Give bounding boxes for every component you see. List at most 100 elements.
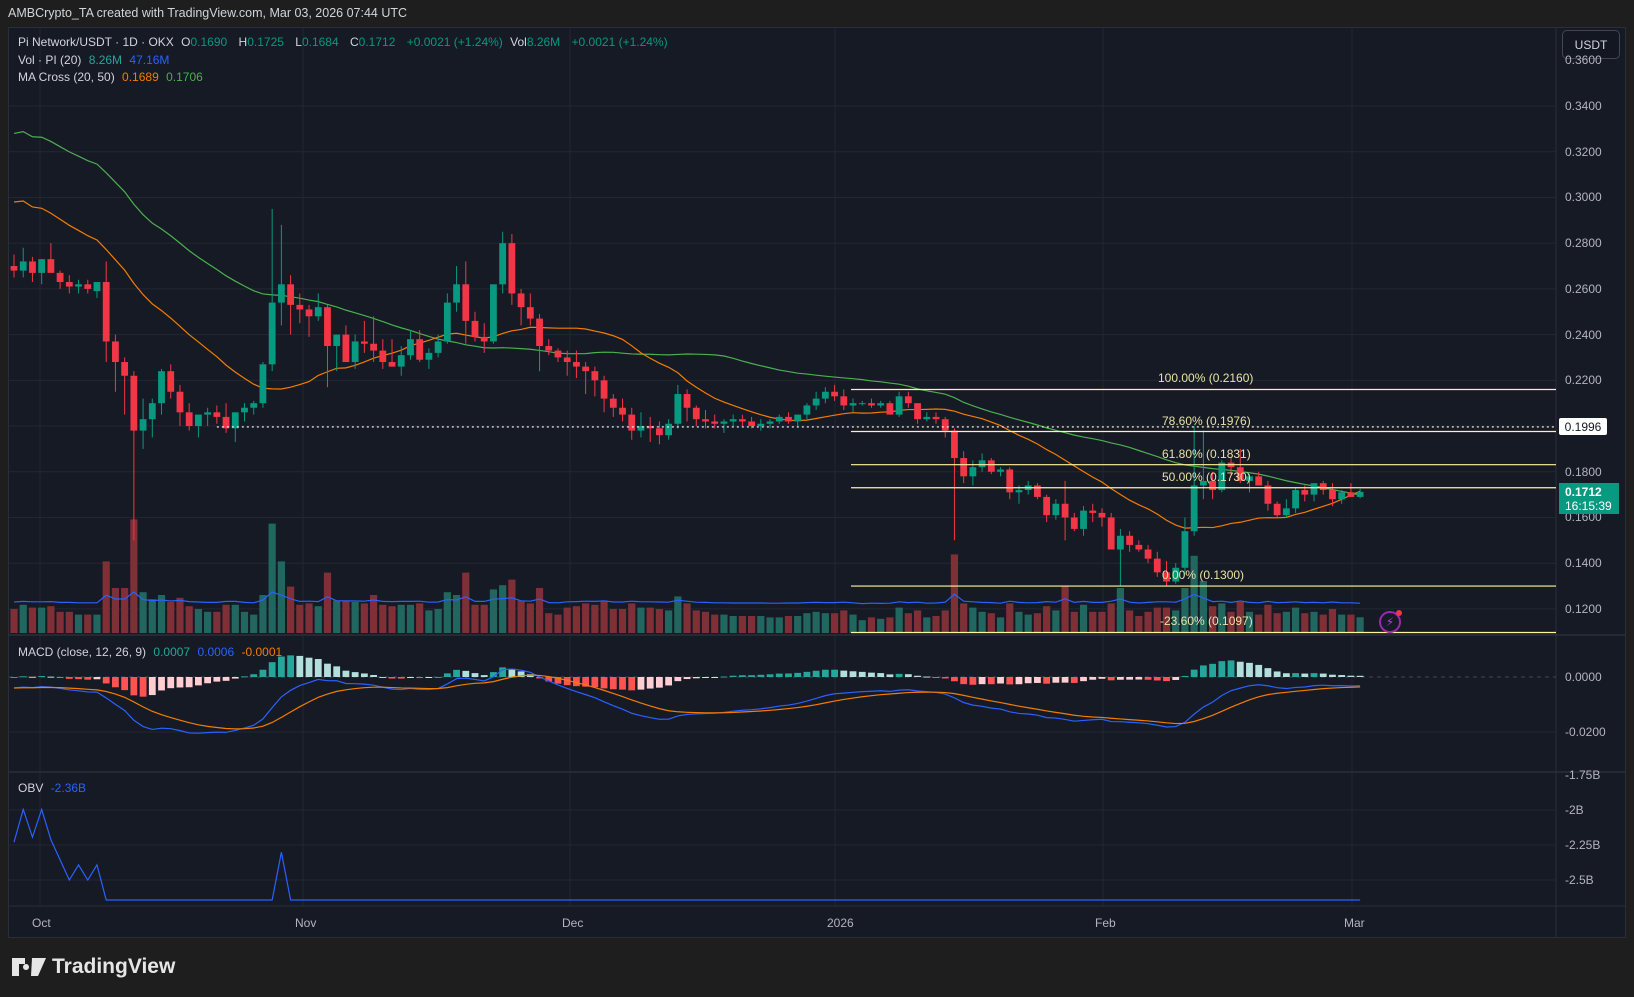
macd-histogram-bar xyxy=(1190,669,1198,677)
candle-body xyxy=(757,423,765,427)
candle-body xyxy=(978,460,986,468)
macd-histogram-bar xyxy=(803,671,811,677)
price-axis-label: 0.2600 xyxy=(1565,281,1602,296)
volume-bar xyxy=(1006,603,1014,633)
candle-body xyxy=(582,366,590,372)
candle-body xyxy=(490,284,497,342)
macd-histogram-bar xyxy=(914,675,921,677)
candle-body xyxy=(1107,517,1115,550)
volume-bar xyxy=(701,611,710,633)
volume-bar xyxy=(74,614,83,633)
volume-bar xyxy=(618,609,627,633)
volume-bar xyxy=(1162,607,1171,633)
macd-histogram-bar xyxy=(1209,663,1216,677)
candle-body xyxy=(794,414,802,422)
ma-cross-legend[interactable]: MA Cross (20, 50) 0.1689 0.1706 xyxy=(18,70,203,84)
candle-body xyxy=(333,334,341,347)
price-axis-label: 0.2400 xyxy=(1565,327,1602,342)
candle-body xyxy=(139,419,147,431)
candle-body xyxy=(821,391,829,399)
volume-bar xyxy=(259,595,267,633)
candle-body xyxy=(379,350,387,363)
candle-body xyxy=(1135,544,1143,550)
candle-body xyxy=(453,284,460,303)
macd-histogram-bar xyxy=(591,677,599,688)
candle-body xyxy=(914,403,921,420)
price-axis-label: 0.3000 xyxy=(1565,190,1602,205)
volume-bar xyxy=(655,609,663,633)
macd-histogram-bar xyxy=(342,670,350,677)
macd-histogram-bar xyxy=(628,677,636,691)
candle-body xyxy=(960,458,968,477)
macd-histogram-bar xyxy=(904,674,912,677)
candle-body xyxy=(1255,476,1263,486)
candle-body xyxy=(360,341,368,344)
candle-body xyxy=(554,350,562,358)
volume-bar xyxy=(28,607,37,633)
volume-bar xyxy=(1264,604,1272,633)
volume-bar xyxy=(996,617,1005,633)
candle-body xyxy=(148,403,156,420)
macd-histogram-bar xyxy=(1070,677,1078,683)
macd-histogram-bar xyxy=(130,677,138,696)
macd-histogram-bar xyxy=(416,677,424,679)
macd-histogram-bar xyxy=(840,670,848,677)
candle-body xyxy=(204,412,212,415)
volume-bar xyxy=(10,609,18,633)
volume-bar xyxy=(1291,607,1300,633)
candle-body xyxy=(471,320,479,337)
volume-bar xyxy=(452,595,461,633)
volume-bar xyxy=(84,614,92,633)
volume-legend[interactable]: Vol · PI (20) 8.26M 47.16M xyxy=(18,53,170,67)
candle-body xyxy=(84,284,92,289)
macd-histogram-bar xyxy=(702,677,709,678)
macd-histogram-bar xyxy=(554,677,562,684)
fib-level-label: 78.60% (0.1976) xyxy=(1162,413,1251,428)
volume-bar xyxy=(222,604,230,633)
fib-level-label: 61.80% (0.1831) xyxy=(1162,446,1251,461)
macd-histogram-bar xyxy=(665,677,673,686)
last-price-tag: 0.1712 16:15:39 xyxy=(1559,483,1619,514)
candle-body xyxy=(720,421,728,424)
tradingview-logo[interactable]: TradingView xyxy=(12,955,175,979)
candle-body xyxy=(425,352,433,360)
macd-histogram-bar xyxy=(858,671,866,677)
candle-body xyxy=(1347,492,1355,497)
macd-histogram-bar xyxy=(112,677,119,688)
candle-body xyxy=(185,412,193,427)
candle-body xyxy=(831,391,838,397)
macd-histogram-bar xyxy=(1024,677,1032,684)
ma50-value: 0.1706 xyxy=(166,70,203,84)
volume-bar xyxy=(563,607,571,633)
macd-histogram-bar xyxy=(573,677,580,687)
candle-body xyxy=(628,414,636,431)
candle-body xyxy=(158,371,165,404)
macd-histogram-bar xyxy=(324,663,331,677)
volume-bar xyxy=(351,602,359,633)
fib-level-label: 50.00% (0.1730) xyxy=(1162,469,1251,484)
tradingview-logo-icon xyxy=(12,958,46,976)
time-axis-label: Mar xyxy=(1344,916,1365,930)
candle-body xyxy=(508,243,516,294)
candle-body xyxy=(1310,483,1318,495)
time-axis-label: Oct xyxy=(32,916,51,930)
candle-body xyxy=(1126,535,1134,545)
candle-body xyxy=(1070,517,1078,529)
chart-frame[interactable] xyxy=(8,27,1626,938)
obv-legend[interactable]: OBV -2.36B xyxy=(18,781,87,795)
candle-body xyxy=(1172,567,1180,582)
symbol-name[interactable]: Pi Network/USDT · 1D · OKX xyxy=(18,35,174,49)
macd-histogram-bar xyxy=(259,669,267,677)
macd-histogram-bar xyxy=(895,673,903,677)
macd-legend[interactable]: MACD (close, 12, 26, 9) 0.0007 0.0006 -0… xyxy=(18,645,283,659)
macd-histogram-bar xyxy=(213,677,221,682)
volume-bar xyxy=(1098,611,1106,633)
lightning-alert-icon[interactable]: ⚡ xyxy=(1379,610,1402,633)
price-axis-label: 0.1200 xyxy=(1565,601,1602,616)
candle-body xyxy=(591,371,599,381)
macd-histogram-bar xyxy=(692,677,700,679)
volume-bar xyxy=(738,616,746,633)
currency-button[interactable]: USDT xyxy=(1562,30,1620,59)
volume-bar xyxy=(102,561,110,633)
